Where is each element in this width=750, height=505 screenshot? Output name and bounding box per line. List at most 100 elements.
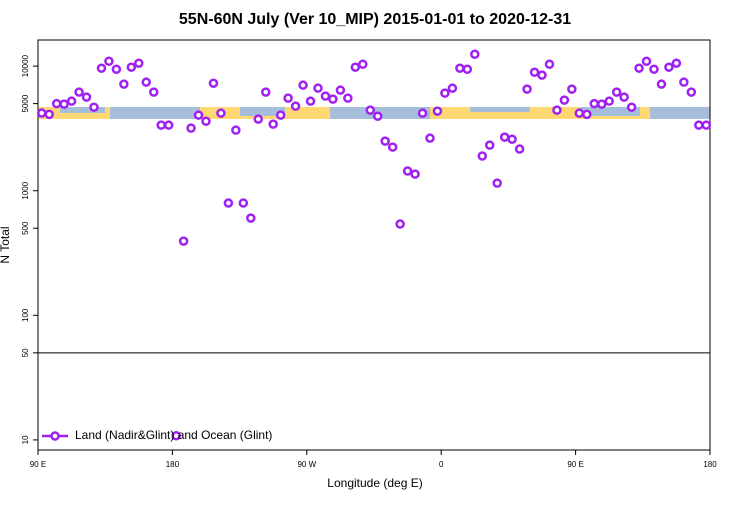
point bbox=[425, 133, 435, 143]
point bbox=[163, 120, 174, 130]
point bbox=[380, 136, 390, 146]
ocean-strip bbox=[60, 107, 105, 113]
y-tick-label: 5000 bbox=[21, 94, 30, 112]
point bbox=[641, 56, 652, 66]
legend-label: Land (Nadir&Glint) and Ocean (Glint) bbox=[75, 428, 272, 442]
point bbox=[313, 83, 323, 93]
point bbox=[119, 79, 129, 89]
point bbox=[305, 96, 316, 106]
point bbox=[589, 98, 600, 109]
point bbox=[223, 198, 234, 208]
point bbox=[104, 56, 114, 66]
point bbox=[522, 84, 532, 94]
chart-title: 55N-60N July (Ver 10_MIP) 2015-01-01 to … bbox=[179, 11, 571, 28]
point bbox=[260, 87, 271, 97]
point bbox=[559, 95, 570, 105]
point bbox=[701, 120, 712, 130]
point bbox=[246, 213, 256, 223]
point bbox=[178, 236, 189, 246]
point bbox=[462, 64, 473, 74]
point bbox=[656, 79, 667, 89]
point bbox=[216, 108, 226, 118]
point bbox=[604, 96, 614, 106]
y-tick-label: 1000 bbox=[21, 181, 30, 199]
point bbox=[186, 123, 196, 133]
point bbox=[126, 62, 137, 72]
point bbox=[634, 63, 644, 73]
y-tick-label: 100 bbox=[21, 308, 30, 322]
point bbox=[432, 106, 443, 116]
point bbox=[44, 109, 54, 120]
point bbox=[552, 105, 562, 115]
point bbox=[417, 108, 428, 118]
point bbox=[193, 110, 204, 120]
point bbox=[671, 58, 682, 68]
point bbox=[343, 93, 353, 103]
point bbox=[499, 132, 510, 142]
point bbox=[470, 49, 480, 59]
x-tick-label: 180 bbox=[703, 460, 717, 469]
point bbox=[96, 63, 107, 73]
point bbox=[59, 99, 69, 109]
point bbox=[447, 83, 458, 93]
x-axis-label: Longitude (deg E) bbox=[327, 476, 422, 490]
point bbox=[238, 198, 249, 208]
point bbox=[686, 87, 697, 97]
x-tick-label: 180 bbox=[166, 460, 180, 469]
point bbox=[694, 120, 704, 130]
point bbox=[74, 87, 84, 97]
point bbox=[275, 110, 286, 120]
point bbox=[611, 87, 622, 97]
ocean-strip bbox=[650, 107, 710, 119]
y-axis-label: N Total bbox=[0, 226, 12, 263]
point bbox=[582, 109, 592, 120]
legend-marker bbox=[50, 431, 60, 441]
point bbox=[290, 101, 301, 111]
point bbox=[253, 114, 264, 124]
point bbox=[328, 94, 338, 104]
x-tick-label: 90 W bbox=[297, 460, 316, 469]
point bbox=[619, 92, 629, 102]
point bbox=[440, 88, 450, 98]
point bbox=[320, 91, 331, 101]
point bbox=[664, 62, 674, 72]
point bbox=[156, 120, 166, 130]
ocean-strip bbox=[110, 107, 200, 119]
point bbox=[268, 119, 278, 129]
point bbox=[81, 92, 92, 102]
point bbox=[51, 98, 62, 109]
point bbox=[358, 59, 368, 69]
y-tick-label: 10000 bbox=[21, 54, 30, 77]
point bbox=[89, 102, 99, 112]
point bbox=[283, 93, 293, 103]
point bbox=[514, 144, 525, 154]
point bbox=[148, 87, 159, 97]
plot-frame bbox=[37, 39, 711, 451]
point bbox=[201, 116, 211, 126]
point bbox=[402, 166, 413, 176]
point bbox=[596, 99, 607, 109]
point bbox=[298, 80, 308, 90]
y-tick-label: 500 bbox=[21, 221, 30, 235]
point bbox=[455, 63, 465, 73]
y-tick-label: 50 bbox=[21, 348, 30, 357]
point bbox=[36, 108, 47, 118]
point bbox=[365, 105, 376, 115]
ocean-strip bbox=[470, 107, 530, 112]
x-tick-label: 90 E bbox=[30, 460, 46, 469]
point bbox=[350, 62, 361, 72]
point bbox=[544, 59, 555, 69]
point bbox=[372, 111, 383, 121]
point bbox=[208, 78, 219, 88]
point bbox=[537, 70, 547, 80]
point bbox=[335, 85, 346, 95]
point bbox=[492, 178, 502, 188]
point bbox=[477, 151, 488, 161]
point bbox=[395, 219, 405, 229]
point bbox=[387, 142, 398, 152]
point bbox=[66, 96, 77, 106]
point bbox=[171, 431, 181, 441]
x-tick-label: 90 E bbox=[567, 460, 583, 469]
